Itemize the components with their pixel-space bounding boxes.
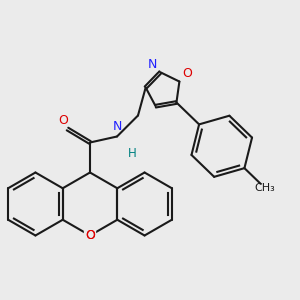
Text: H: H: [128, 147, 136, 160]
Text: O: O: [58, 115, 68, 128]
Text: O: O: [85, 229, 95, 242]
Text: O: O: [182, 67, 192, 80]
Text: N: N: [148, 58, 158, 71]
Text: O: O: [85, 229, 95, 242]
Text: CH₃: CH₃: [254, 182, 275, 193]
Text: N: N: [112, 121, 122, 134]
